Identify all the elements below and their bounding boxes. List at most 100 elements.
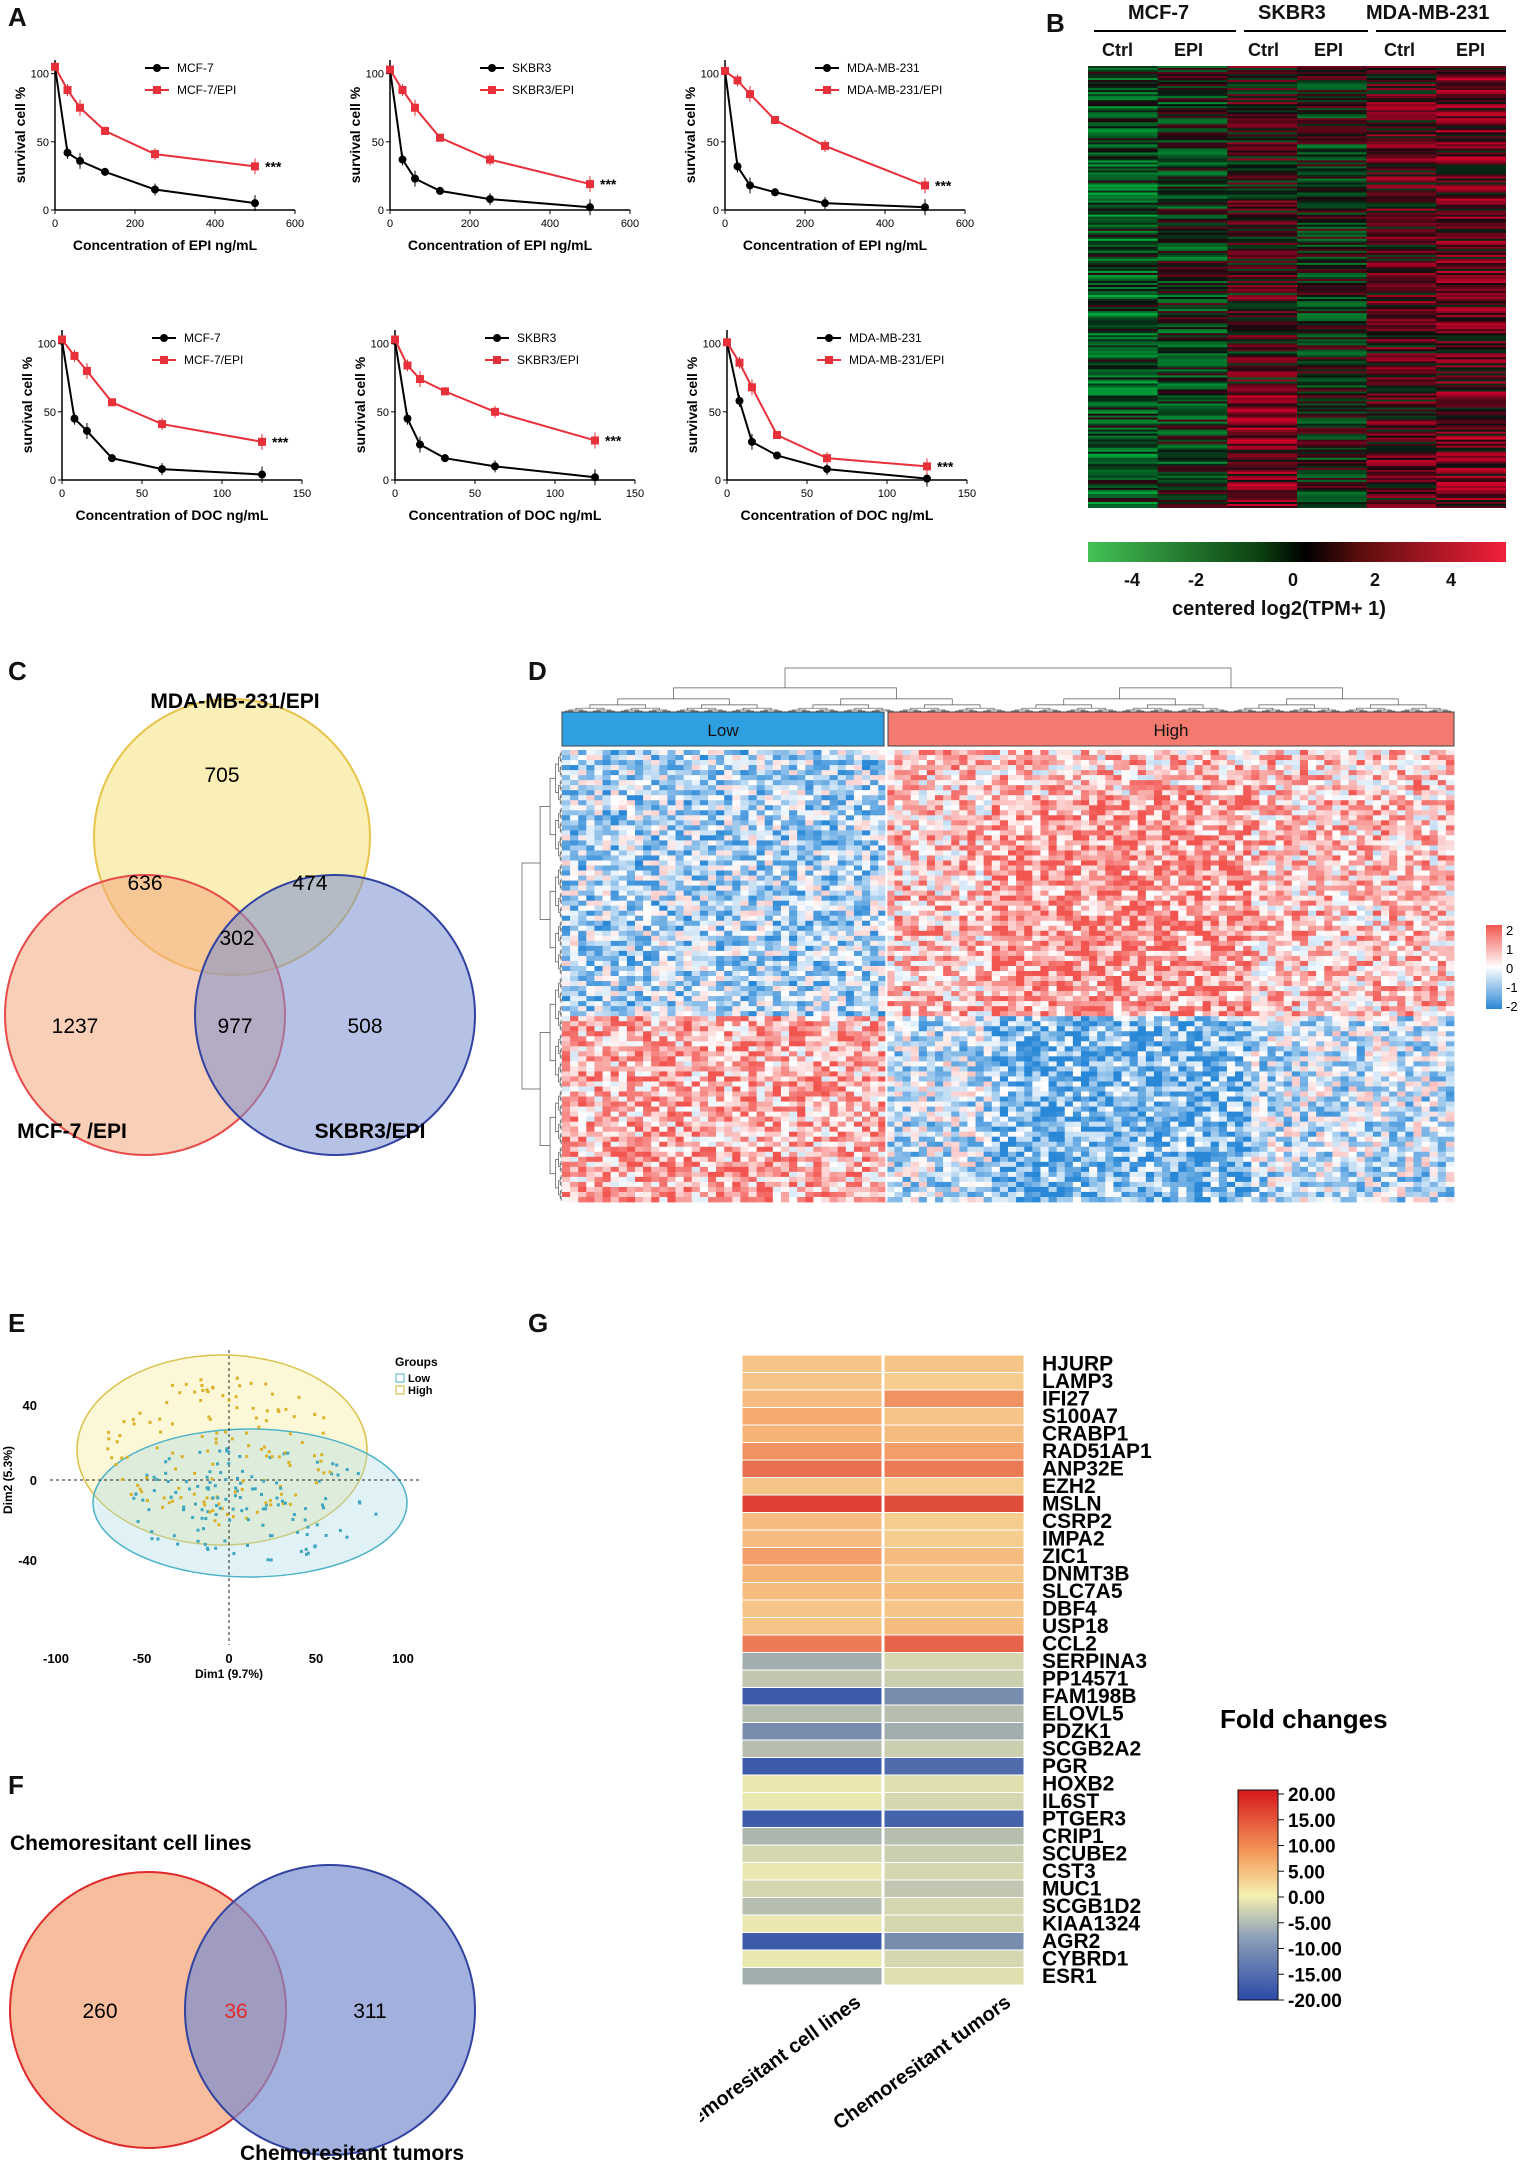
heatmap-cell [562, 810, 571, 816]
heatmap-cell [1157, 164, 1228, 167]
heatmap-cell [651, 1176, 660, 1183]
heatmap-cell [1088, 389, 1159, 392]
heatmap-cell [748, 780, 758, 786]
heatmap-cell [691, 800, 701, 806]
series-line [724, 70, 926, 209]
heatmap-cell [699, 820, 709, 826]
dendro-branch [555, 876, 559, 906]
heatmap-cell [732, 1076, 741, 1082]
heatmap-cell [651, 1076, 660, 1082]
heatmap-cell [732, 1116, 741, 1123]
heatmap-cell [562, 890, 571, 897]
heatmap-cell [651, 790, 660, 796]
heatmap-cell [797, 920, 806, 927]
heatmap-cell [1436, 212, 1506, 216]
heatmap-cell [699, 1001, 709, 1007]
heatmap-cell [748, 1086, 758, 1092]
heatmap-cell [570, 845, 579, 851]
heatmap-cell [1157, 124, 1228, 127]
data-point [735, 358, 744, 367]
dendro-branch [1244, 707, 1274, 710]
heatmap-cell [610, 830, 620, 836]
heatmap-cell [1366, 134, 1437, 137]
heatmap-cell [780, 840, 790, 846]
dendrogram-top [565, 667, 1451, 712]
heatmap-cell [1227, 451, 1298, 455]
heatmap-cell [732, 1166, 741, 1173]
heatmap-cell [1088, 369, 1159, 372]
heatmap-cell [562, 800, 571, 806]
heatmap-cell [748, 1181, 758, 1188]
heatmap-cell [586, 1011, 595, 1017]
heatmap-cell [1088, 90, 1159, 93]
dendro-branch [718, 710, 727, 712]
heatmap-cell [683, 1031, 693, 1037]
heatmap-cell [748, 790, 758, 796]
heatmap-cell [1088, 473, 1159, 477]
heatmap-cell [1227, 445, 1298, 449]
heatmap-cell [659, 815, 668, 821]
heatmap-cell [634, 815, 644, 821]
heatmap-cell [651, 1196, 660, 1203]
heatmap-cell [813, 981, 822, 987]
heatmap-cell [797, 996, 806, 1002]
heatmap-cell [1227, 258, 1298, 262]
heatmap-cell [1366, 489, 1437, 493]
heatmap-cell [675, 915, 685, 922]
dendro-branch [560, 822, 562, 827]
dendro-branch [559, 1148, 562, 1157]
heatmap-cell [813, 1031, 822, 1037]
heatmap-cell [813, 810, 822, 816]
heatmap-cell [594, 1116, 603, 1123]
heatmap-cell [821, 1036, 830, 1042]
heatmap-cell [724, 1101, 733, 1107]
heatmap-cell [1227, 359, 1298, 362]
heatmap-cell [829, 875, 839, 881]
heatmap-cell [643, 955, 652, 962]
heatmap-cell [1088, 124, 1159, 127]
heatmap-cell [570, 775, 579, 781]
heatmap-cell [602, 890, 612, 897]
heatmap-cell [699, 765, 709, 771]
heatmap-cell [675, 910, 685, 917]
heatmap-cell [1157, 347, 1228, 350]
heatmap-cell [821, 890, 830, 897]
heatmap-cell [1088, 325, 1159, 328]
heatmap-cell [586, 815, 595, 821]
heatmap-cell [1088, 76, 1159, 79]
heatmap-cell [707, 1111, 717, 1118]
heatmap-cell [578, 895, 587, 902]
y-tick-label: 50 [709, 407, 721, 419]
heatmap-cell [586, 890, 595, 897]
heatmap-cell [805, 1031, 814, 1037]
heatmap-cell [683, 991, 693, 997]
heatmap-cell [1227, 90, 1298, 93]
heatmap-cell [1297, 184, 1368, 188]
heatmap-cell [1366, 423, 1437, 427]
heatmap-cell [813, 1086, 822, 1092]
heatmap-cell [813, 1131, 822, 1138]
heatmap-cell [829, 860, 839, 866]
dendro-branch [560, 913, 562, 919]
heatmap-cell [1088, 152, 1159, 155]
heatmap-cell [643, 1186, 652, 1193]
heatmap-cell [1436, 345, 1506, 348]
heatmap-cell [578, 996, 587, 1002]
heatmap-cell [1297, 172, 1368, 175]
heatmap-cell [813, 1001, 822, 1007]
heatmap-cell [829, 755, 839, 761]
heatmap-cell [594, 1076, 603, 1082]
heatmap-cell [643, 750, 652, 756]
heatmap-cell [699, 790, 709, 796]
heatmap-cell [1088, 226, 1159, 230]
heatmap-cell [643, 960, 652, 967]
heatmap-cell [797, 935, 806, 942]
heatmap-cell [691, 1011, 701, 1017]
heatmap-cell [789, 1186, 798, 1193]
y-tick-label: 100 [703, 339, 721, 351]
heatmap-cell [586, 1166, 595, 1173]
heatmap-cell [805, 1121, 814, 1128]
dendro-branch [1070, 709, 1086, 711]
heatmap-cell [1436, 463, 1506, 467]
heatmap-cell [740, 1046, 749, 1052]
